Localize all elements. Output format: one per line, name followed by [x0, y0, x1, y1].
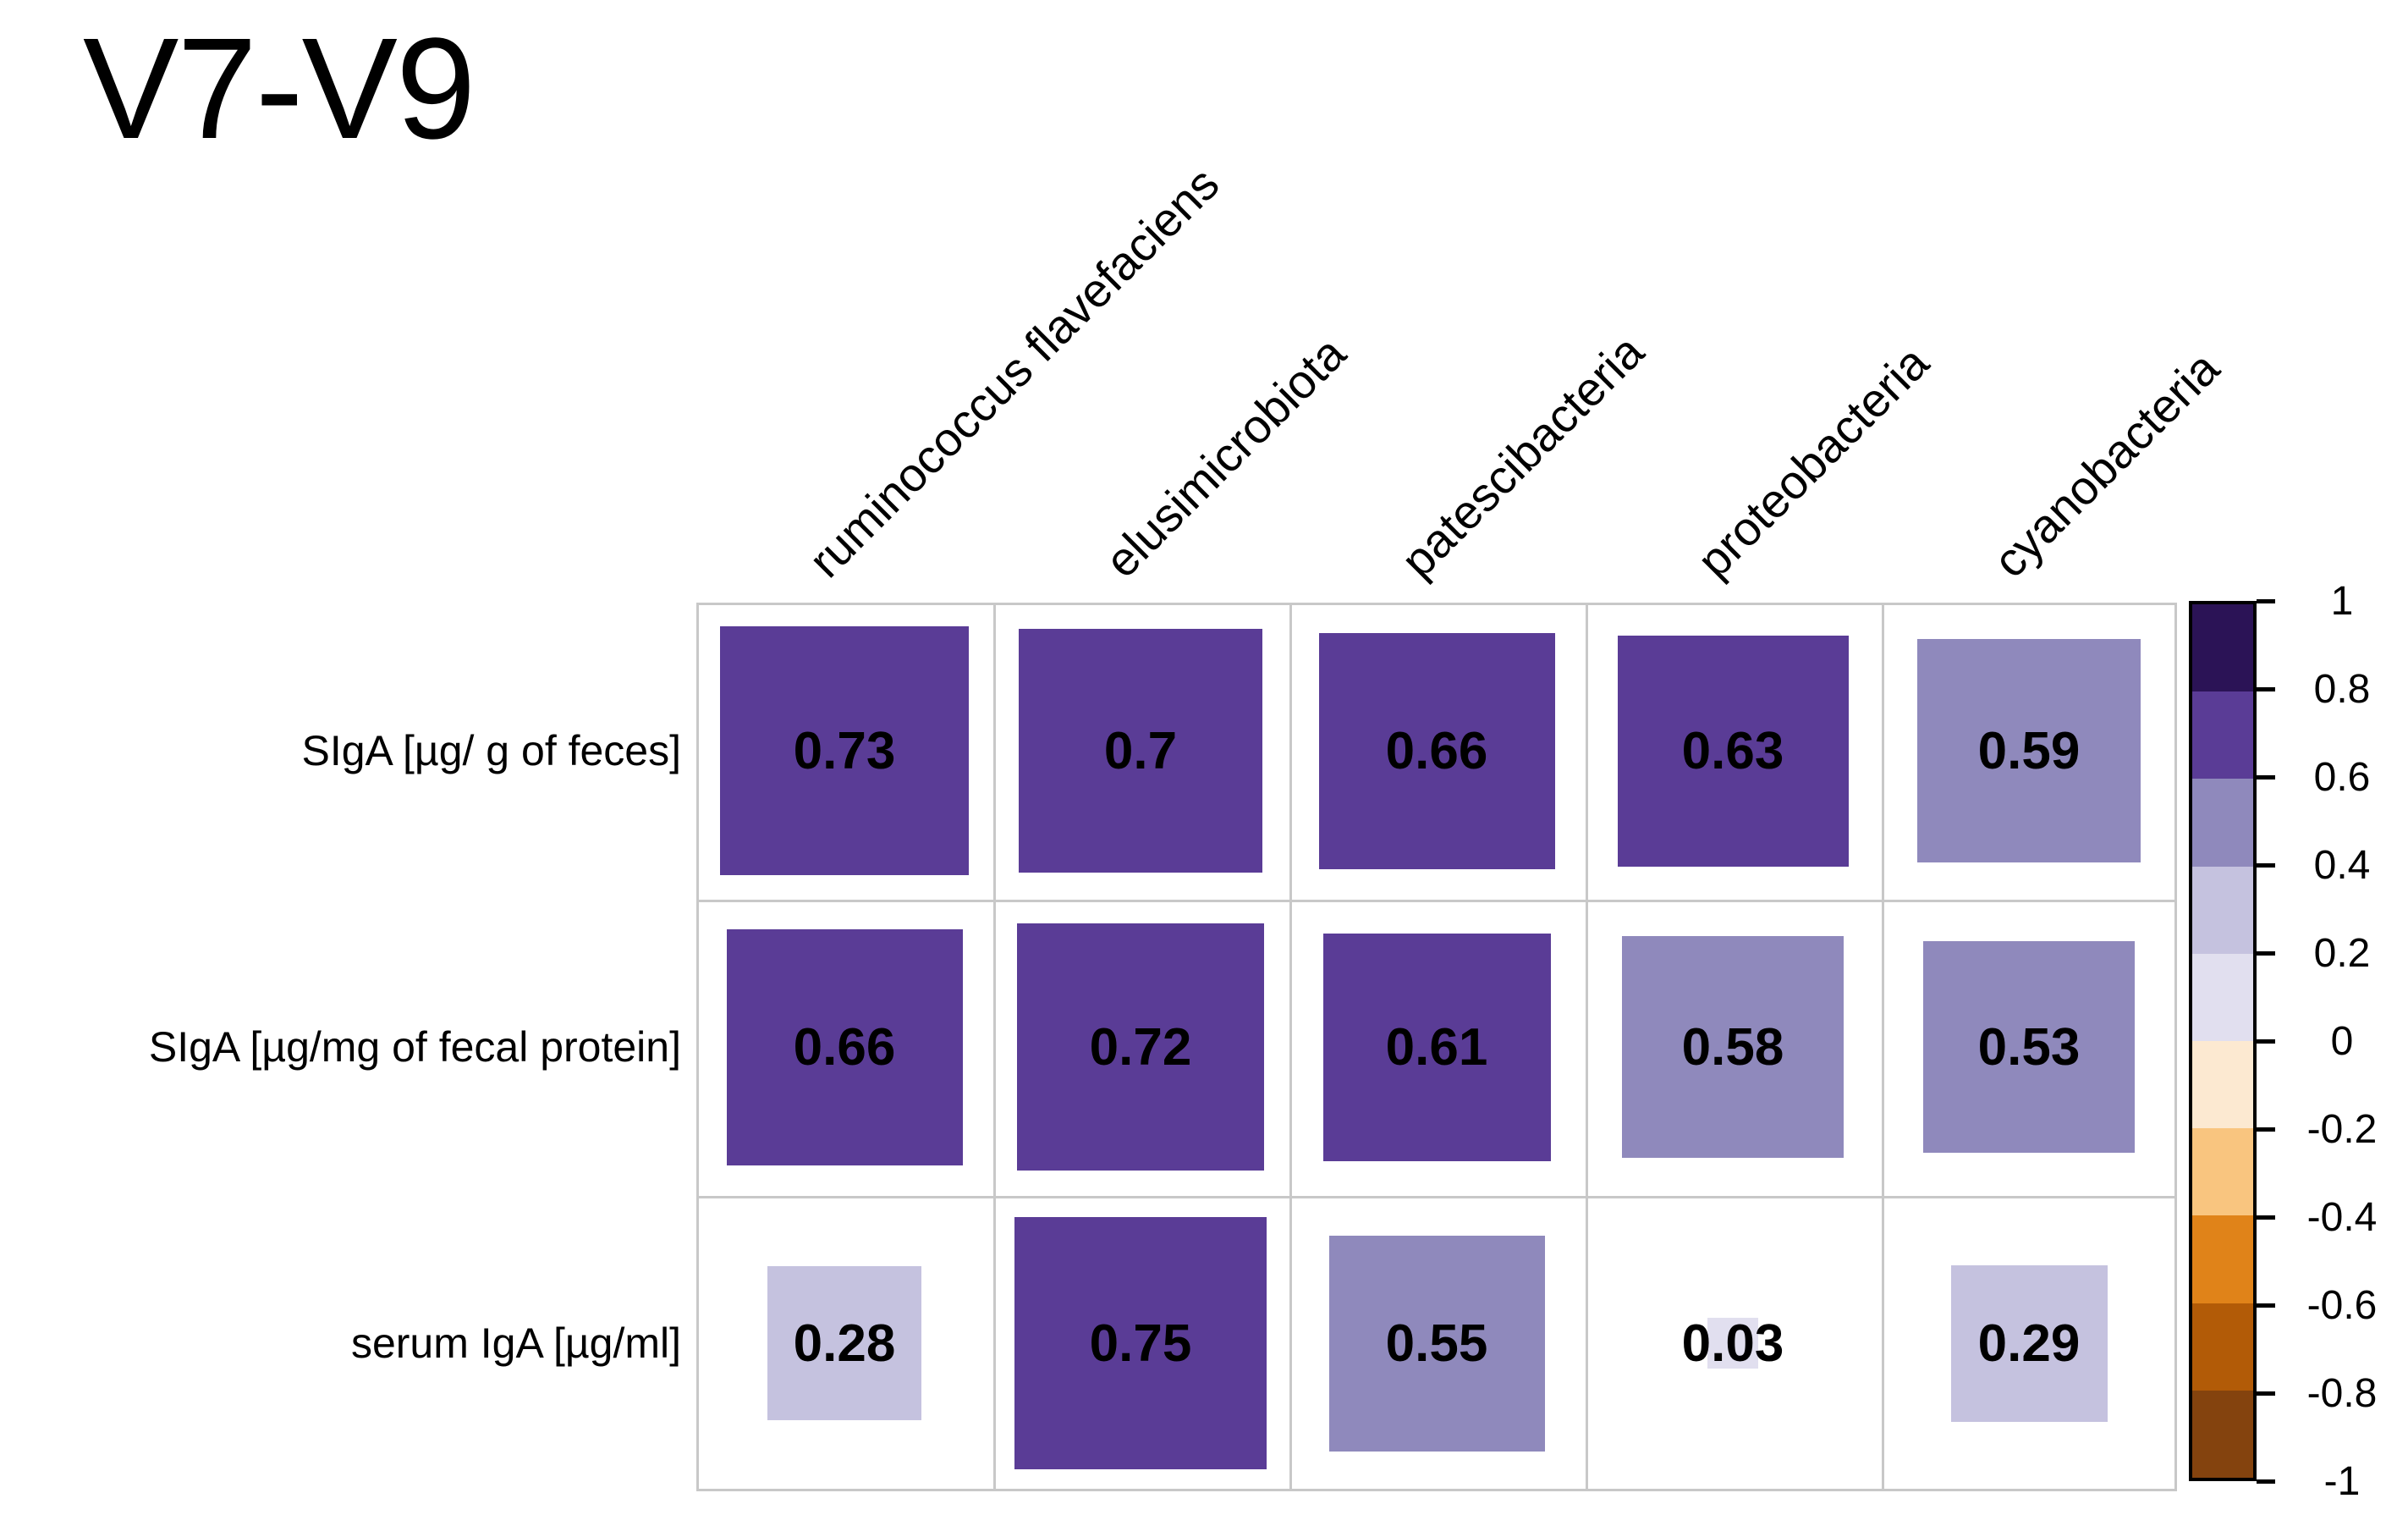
colorbar-bin: [2192, 1390, 2253, 1479]
correlation-value: 0.73: [793, 721, 896, 780]
row-label: SIgA [µg/ g of feces]: [301, 727, 681, 774]
grid-line-vertical: [993, 605, 996, 1489]
correlation-square: [1319, 633, 1555, 869]
colorbar-tick-label: 0.8: [2313, 666, 2371, 712]
correlation-value: 0.66: [793, 1017, 896, 1077]
grid-line-horizontal: [699, 900, 2174, 902]
colorbar-tick: [2257, 1215, 2275, 1220]
colorbar-tick-label: 1: [2330, 578, 2354, 624]
matrix-cell: 0.63: [1585, 603, 1881, 899]
colorbar-bin: [2192, 1215, 2253, 1303]
row-label: serum IgA [µg/ml]: [350, 1319, 681, 1367]
colorbar-tick: [2257, 1303, 2275, 1308]
colorbar-bin: [2192, 604, 2253, 692]
colorbar-bin: [2192, 691, 2253, 780]
correlation-square: [727, 929, 963, 1165]
matrix-cell: 0.61: [1289, 899, 1585, 1195]
correlation-value: 0.75: [1089, 1314, 1192, 1373]
matrix-cell: 0.59: [1881, 603, 2177, 899]
colorbar-tick-label: 0.4: [2313, 842, 2371, 888]
correlation-value: 0.28: [793, 1314, 896, 1373]
colorbar-bin: [2192, 1041, 2253, 1129]
correlation-square: [1329, 1236, 1545, 1452]
correlation-square: [1019, 629, 1262, 873]
correlation-square: [1707, 1318, 1758, 1369]
matrix-cell: 0.7: [992, 603, 1289, 899]
column-label: cyanobacteria: [1982, 341, 2229, 588]
colorbar-tick: [2257, 950, 2275, 956]
colorbar-tick: [2257, 598, 2275, 603]
colorbar-bin: [2192, 1128, 2253, 1216]
correlation-square: [1017, 923, 1264, 1171]
correlation-value: 0.53: [1977, 1017, 2081, 1077]
matrix-cell: 0.66: [1289, 603, 1585, 899]
colorbar-tick: [2257, 1127, 2275, 1132]
correlation-square: [1323, 934, 1551, 1161]
colorbar-tick-label: 0.6: [2313, 754, 2371, 800]
colorbar-tick-label: -0.6: [2306, 1282, 2378, 1328]
correlation-square: [1622, 936, 1844, 1158]
chart-title: V7-V9: [83, 8, 476, 169]
correlation-value: 0.03: [1681, 1314, 1784, 1373]
colorbar-tick-label: 0.2: [2313, 930, 2371, 976]
colorbar-tick: [2257, 1038, 2275, 1044]
grid-line-vertical: [1289, 605, 1292, 1489]
correlation-value: 0.58: [1681, 1017, 1784, 1077]
colorbar-tick: [2257, 1391, 2275, 1396]
correlation-square: [1014, 1217, 1267, 1469]
matrix-cell: 0.66: [696, 899, 992, 1195]
matrix-cell: 0.58: [1585, 899, 1881, 1195]
correlation-square: [1618, 636, 1849, 867]
colorbar-tick: [2257, 774, 2275, 780]
matrix-cell: 0.03: [1585, 1195, 1881, 1491]
grid-line-horizontal: [699, 1196, 2174, 1198]
colorbar-tick: [2257, 862, 2275, 868]
correlation-value: 0.66: [1385, 721, 1488, 780]
correlation-value: 0.7: [1103, 721, 1178, 780]
correlation-matrix-grid: 0.73 0.7 0.66 0.63 0.59 0.66 0.72 0.61 0.58 0.53 0…: [696, 603, 2177, 1491]
matrix-cell: 0.73: [696, 603, 992, 899]
correlation-value: 0.29: [1977, 1314, 2081, 1373]
matrix-cell: 0.53: [1881, 899, 2177, 1195]
colorbar-bin: [2192, 1303, 2253, 1391]
column-label: elusimicrobiota: [1094, 326, 1356, 588]
colorbar-tick: [2257, 686, 2275, 691]
colorbar-bin: [2192, 953, 2253, 1042]
colorbar-tick-label: -1: [2323, 1458, 2361, 1504]
colorbar-tick: [2257, 1479, 2275, 1484]
colorbar-tick-label: 0: [2330, 1018, 2354, 1064]
row-label: SIgA [µg/mg of fecal protein]: [148, 1023, 681, 1071]
correlation-value: 0.63: [1681, 721, 1784, 780]
grid-line-vertical: [1586, 605, 1588, 1489]
correlation-value: 0.55: [1385, 1314, 1488, 1373]
correlation-value: 0.61: [1385, 1017, 1488, 1077]
correlation-square: [720, 626, 969, 875]
colorbar: [2189, 601, 2257, 1481]
matrix-cell: 0.29: [1881, 1195, 2177, 1491]
grid-line-vertical: [1882, 605, 1884, 1489]
correlation-value: 0.72: [1089, 1017, 1192, 1077]
matrix-cell: 0.72: [992, 899, 1289, 1195]
colorbar-bin: [2192, 779, 2253, 867]
colorbar-tick-label: -0.8: [2306, 1370, 2378, 1416]
correlation-square: [1917, 639, 2141, 862]
correlation-value: 0.59: [1977, 721, 2081, 780]
colorbar-tick-label: -0.4: [2306, 1194, 2378, 1240]
colorbar-tick-label: -0.2: [2306, 1106, 2378, 1152]
column-label: proteobacteria: [1686, 335, 1939, 588]
colorbar-bin: [2192, 866, 2253, 954]
correlation-square: [1951, 1265, 2108, 1422]
matrix-cell: 0.75: [992, 1195, 1289, 1491]
matrix-cell: 0.55: [1289, 1195, 1585, 1491]
correlation-square: [767, 1266, 921, 1420]
correlation-square: [1923, 941, 2135, 1153]
matrix-cell: 0.28: [696, 1195, 992, 1491]
column-label: patescibacteria: [1390, 324, 1654, 588]
